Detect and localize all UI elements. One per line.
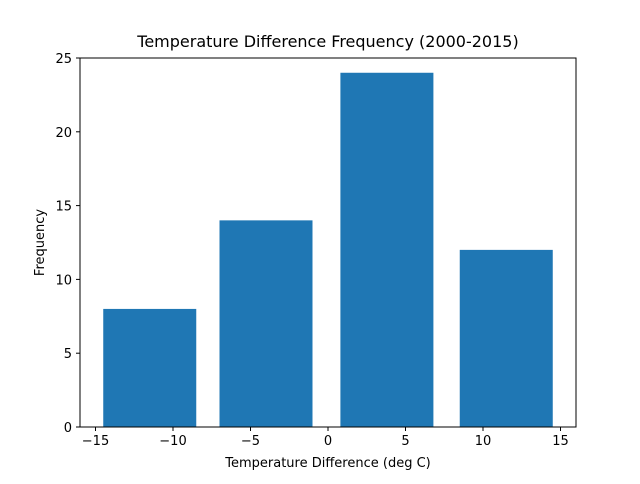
y-tick-label: 5	[64, 347, 72, 362]
bar-1	[219, 220, 313, 427]
chart-title: Temperature Difference Frequency (2000-2…	[136, 32, 518, 51]
x-axis-ticks: −15 −10 −5 0 5 10 15	[82, 427, 569, 449]
bar-2	[340, 72, 434, 427]
y-tick-label: 25	[55, 52, 72, 67]
x-tick-label: −5	[241, 434, 260, 449]
y-tick-label: 10	[55, 273, 72, 288]
y-tick-label: 0	[64, 421, 72, 436]
y-tick-label: 15	[55, 200, 72, 215]
x-tick-label: 15	[552, 434, 569, 449]
bars-group	[103, 72, 553, 427]
x-tick-label: −10	[159, 434, 186, 449]
bar-3	[459, 249, 553, 427]
y-axis-ticks: 0 5 10 15 20 25	[55, 52, 80, 436]
x-tick-label: 0	[324, 434, 332, 449]
y-axis-label: Frequency	[33, 209, 48, 276]
x-tick-label: 5	[401, 434, 409, 449]
plot-area-frame	[79, 57, 577, 428]
bar-0	[103, 308, 197, 427]
x-axis-label: Temperature Difference (deg C)	[224, 456, 431, 471]
x-tick-label: 10	[475, 434, 492, 449]
y-tick-label: 20	[55, 126, 72, 141]
x-tick-label: −15	[82, 434, 109, 449]
